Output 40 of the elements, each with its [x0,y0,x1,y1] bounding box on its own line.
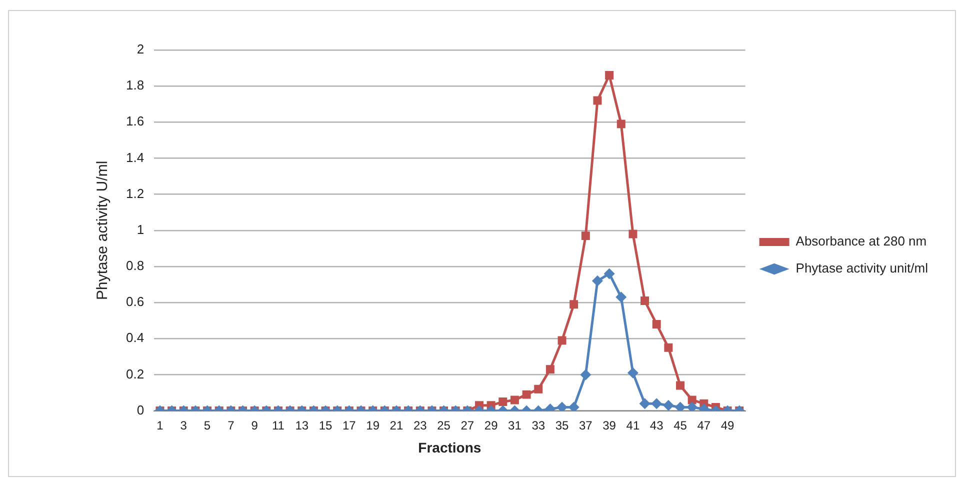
x-tick-label: 13 [295,418,309,432]
legend-label: Phytase activity unit/ml [796,260,928,276]
x-tick-label: 37 [578,418,593,432]
y-tick-label: 0.6 [126,294,144,310]
x-tick-label: 5 [204,418,211,432]
y-tick-label: 1.2 [126,186,144,201]
x-tick-label: 1 [156,418,164,432]
x-tick-label: 31 [508,418,522,432]
x-tick-label: 33 [532,418,546,432]
x-tick-label: 7 [228,418,235,432]
y-tick-label: 1.8 [126,78,144,93]
x-tick-label: 39 [602,418,616,432]
x-tick-label: 9 [251,418,258,432]
y-tick-label: 0.4 [126,330,144,346]
y-tick-label: 1.4 [126,150,144,165]
x-tick-label: 41 [626,418,640,432]
y-tick-label: 0 [136,402,144,418]
x-tick-label: 45 [674,418,688,432]
x-axis-title: Fractions [418,439,482,456]
x-tick-label: 3 [180,418,188,432]
x-tick-label: 29 [484,418,498,432]
x-tick-label: 15 [318,418,333,432]
x-tick-label: 17 [342,418,356,432]
x-tick-label: 43 [650,418,664,432]
y-tick-label: 0.8 [126,258,144,274]
x-tick-label: 27 [460,418,474,432]
y-tick-label: 1 [136,222,144,237]
y-tick-label: 1.6 [126,114,144,129]
x-tick-label: 35 [555,418,570,432]
x-tick-label: 49 [720,418,735,432]
x-tick-label: 47 [697,418,711,432]
x-tick-label: 11 [272,418,285,432]
y-tick-label: 0.2 [126,366,144,382]
x-tick-label: 23 [413,418,428,432]
x-tick-label: 19 [366,418,380,432]
y-tick-label: 2 [136,42,144,57]
x-tick-label: 21 [390,418,404,432]
legend-label: Absorbance at 280 nm [796,234,927,249]
y-axis-title: Phytase activity U/ml [94,160,112,300]
x-tick-label: 25 [437,418,451,432]
